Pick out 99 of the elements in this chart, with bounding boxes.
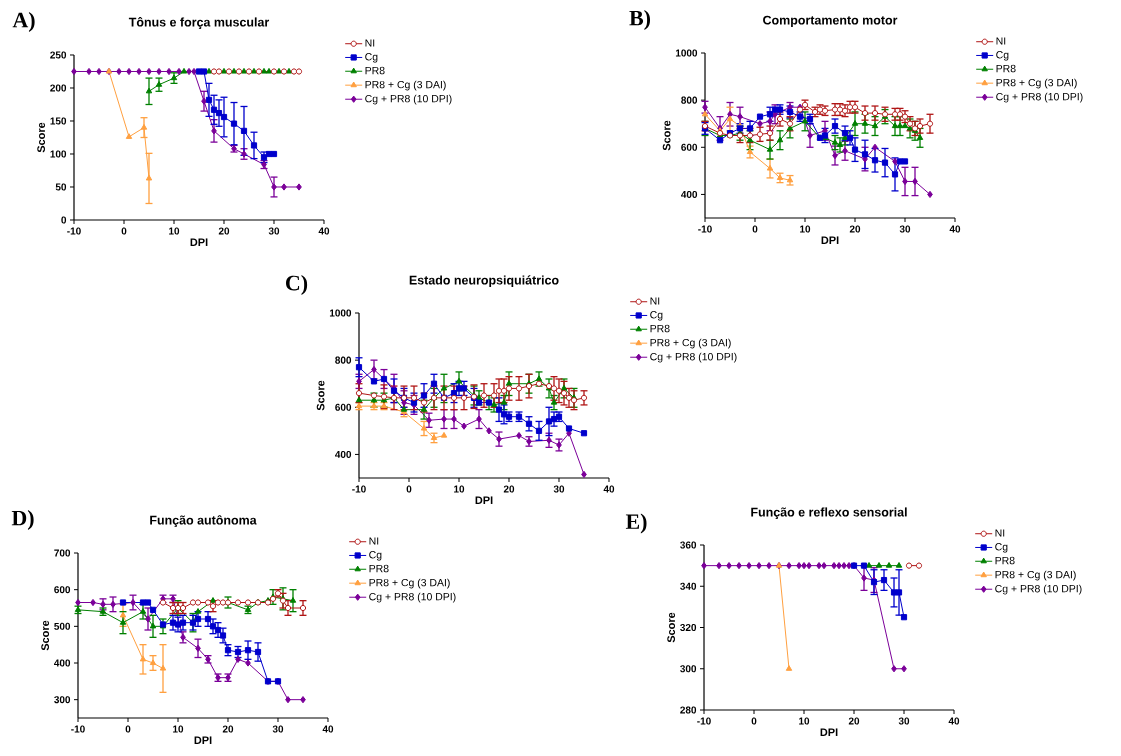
- legend-label: PR8: [650, 324, 670, 333]
- y-tick-label: 150: [50, 117, 67, 125]
- legend-label: Cg: [996, 51, 1009, 61]
- y-tick-label: 250: [50, 51, 67, 59]
- x-tick-label: -10: [352, 485, 366, 493]
- chart-title: Estado neuropsiquiátrico: [409, 275, 559, 287]
- text: D): [11, 510, 34, 530]
- x-tick-label: 10: [800, 225, 811, 233]
- x-tick-label: -10: [67, 227, 81, 235]
- x-tick-label: 0: [752, 225, 758, 233]
- legend-label: Cg + PR8 (10 DPI): [365, 94, 452, 105]
- legend-label: PR8 + Cg (3 DAI): [650, 338, 731, 349]
- y-tick-label: 800: [681, 96, 698, 104]
- y-tick-label: 280: [680, 706, 697, 714]
- x-tick-label: 40: [603, 485, 615, 493]
- x-tick-label: 30: [272, 725, 284, 733]
- legend-label: Cg + PR8 (10 DPI): [995, 584, 1082, 595]
- x-tick-label: 20: [503, 485, 515, 493]
- y-tick-label: 1000: [675, 49, 698, 57]
- chart-title: Comportamento motor: [763, 15, 898, 27]
- x-tick-label: 0: [125, 725, 131, 733]
- legend-label: PR8 + Cg (3 DAI): [995, 570, 1076, 581]
- y-tick-label: 800: [335, 356, 352, 364]
- x-tick-label: 0: [121, 227, 127, 235]
- y-axis-title: Score: [37, 122, 46, 153]
- y-tick-label: 400: [681, 190, 698, 198]
- legend-label: NI: [650, 297, 660, 305]
- x-tick-label: 40: [949, 225, 961, 233]
- legend-label: PR8: [369, 564, 389, 573]
- y-axis-title: Score: [667, 612, 676, 643]
- y-tick-label: 600: [681, 143, 698, 151]
- legend-label: PR8 + Cg (3 DAI): [365, 80, 446, 91]
- x-tick-label: 40: [322, 725, 334, 733]
- y-tick-label: 0: [61, 216, 67, 224]
- legend-label: Cg: [369, 551, 382, 561]
- legend-label: NI: [995, 529, 1005, 537]
- x-tick-label: -10: [71, 725, 85, 733]
- x-axis-title: DPI: [190, 238, 208, 246]
- legend-label: NI: [369, 537, 379, 545]
- y-tick-label: 500: [54, 622, 71, 630]
- x-tick-label: 10: [169, 227, 180, 235]
- chart-title: Função autônoma: [150, 515, 257, 527]
- x-axis-title: DPI: [475, 496, 493, 504]
- y-tick-label: 400: [54, 659, 71, 667]
- text: C): [286, 275, 308, 295]
- legend-label: PR8: [365, 66, 385, 75]
- legend-label: PR8: [996, 64, 1016, 73]
- text: B): [629, 10, 651, 30]
- legend-label: NI: [996, 37, 1006, 45]
- x-axis-title: DPI: [821, 236, 839, 244]
- x-tick-label: 30: [899, 225, 911, 233]
- chart-title: Função e reflexo sensorial: [751, 507, 907, 519]
- y-tick-label: 600: [54, 586, 71, 594]
- y-tick-label: 320: [680, 623, 697, 632]
- y-tick-label: 300: [54, 696, 71, 704]
- y-tick-label: 700: [54, 549, 71, 557]
- legend-label: PR8 + Cg (3 DAI): [996, 78, 1077, 89]
- legend-label: PR8: [995, 556, 1015, 565]
- legend-label: Cg: [365, 53, 378, 63]
- y-tick-label: 400: [335, 450, 352, 458]
- y-axis-title: Score: [41, 620, 50, 651]
- x-axis-title: DPI: [820, 728, 838, 736]
- x-tick-label: 30: [268, 227, 280, 235]
- x-tick-label: -10: [697, 717, 711, 725]
- x-axis-title: DPI: [194, 736, 212, 744]
- x-tick-label: 30: [898, 717, 910, 725]
- y-tick-label: 360: [680, 541, 697, 549]
- legend-label: Cg + PR8 (10 DPI): [996, 92, 1083, 103]
- x-tick-label: 20: [849, 225, 861, 233]
- x-tick-label: 40: [318, 227, 330, 235]
- x-tick-label: 30: [553, 485, 565, 493]
- chart-title: Tônus e força muscular: [128, 17, 270, 29]
- x-tick-label: 10: [799, 717, 810, 725]
- y-tick-label: 300: [680, 665, 697, 673]
- y-tick-label: 1000: [329, 309, 352, 317]
- legend-label: NI: [365, 39, 375, 47]
- x-tick-label: 20: [848, 717, 860, 725]
- x-tick-label: 10: [454, 485, 465, 493]
- x-tick-label: 10: [173, 725, 184, 733]
- legend-label: Cg: [995, 543, 1008, 553]
- y-tick-label: 100: [50, 150, 67, 158]
- legend-label: Cg + PR8 (10 DPI): [650, 352, 737, 363]
- text: E): [625, 513, 647, 534]
- x-tick-label: -10: [698, 225, 712, 233]
- legend-label: Cg: [650, 311, 663, 321]
- y-tick-label: 600: [335, 403, 352, 411]
- y-axis-title: Score: [316, 380, 325, 411]
- x-tick-label: 40: [948, 717, 960, 725]
- x-tick-label: 0: [751, 717, 757, 725]
- y-axis-title: Score: [662, 120, 671, 151]
- x-tick-label: 20: [218, 227, 230, 235]
- legend-label: PR8 + Cg (3 DAI): [369, 578, 450, 589]
- legend-label: Cg + PR8 (10 DPI): [369, 592, 456, 603]
- y-tick-label: 340: [680, 582, 697, 590]
- y-tick-label: 200: [50, 84, 67, 92]
- y-tick-label: 50: [55, 183, 67, 191]
- x-tick-label: 20: [222, 725, 234, 733]
- text: A): [12, 12, 35, 32]
- x-tick-label: 0: [406, 485, 412, 493]
